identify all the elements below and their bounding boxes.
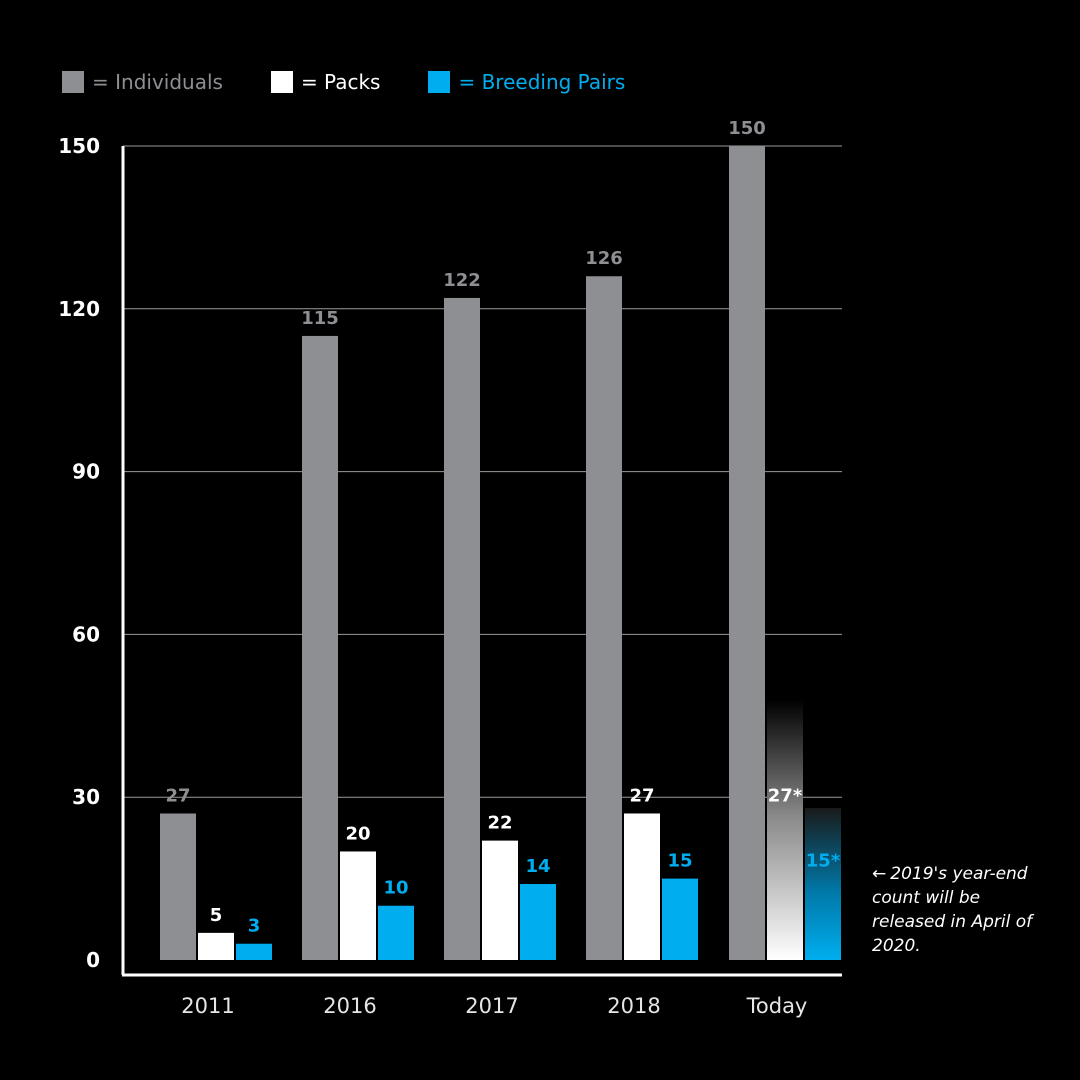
bar-breeding-pairs-2016 [378, 905, 414, 960]
bar-breeding-pairs-2018 [662, 878, 698, 960]
legend-swatch-breeding-pairs [428, 71, 451, 93]
data-label-breeding-pairs-2017: 14 [525, 856, 550, 877]
legend-label-packs: = Packs [300, 70, 381, 94]
data-label-individuals-2016: 115 [301, 308, 339, 329]
legend-item-breeding-pairs: = Breeding Pairs [428, 70, 625, 94]
bar-individuals-2018 [586, 276, 622, 960]
data-label-individuals-2018: 126 [585, 248, 623, 269]
y-tick-label-0: 0 [86, 948, 100, 972]
footnote-text: 2019's year-end count will be released i… [872, 864, 1033, 956]
bar-packs-today [767, 699, 803, 960]
bar-individuals-2011 [160, 813, 196, 960]
x-tick-label-2017: 2017 [465, 994, 518, 1018]
bar-packs-2016 [340, 851, 376, 960]
data-label-breeding-pairs-2018: 15 [667, 851, 692, 872]
data-label-individuals-today: 150 [728, 118, 766, 139]
bar-packs-2017 [482, 840, 518, 960]
data-label-packs-2011: 5 [210, 905, 223, 926]
legend-swatch-individuals [62, 71, 84, 93]
x-tick-label-2011: 2011 [181, 994, 234, 1018]
x-tick-label-2018: 2018 [607, 994, 660, 1018]
bar-breeding-pairs-2011 [236, 943, 272, 960]
bar-individuals-today [729, 146, 765, 960]
legend-swatch-packs [270, 71, 293, 93]
data-label-packs-2018: 27 [629, 785, 654, 806]
data-label-individuals-2011: 27 [165, 785, 190, 806]
arrow-left-icon: ← [872, 864, 887, 884]
data-label-individuals-2017: 122 [443, 270, 481, 291]
data-label-packs-today: 27* [768, 785, 803, 806]
bar-individuals-2017 [444, 297, 480, 960]
bar-breeding-pairs-today [805, 808, 841, 960]
legend-label-individuals: = Individuals [92, 70, 223, 94]
y-tick-label-90: 90 [72, 460, 100, 484]
bar-breeding-pairs-2017 [520, 884, 556, 960]
y-tick-label-120: 120 [58, 297, 100, 321]
legend-item-individuals: = Individuals [62, 70, 223, 94]
bar-packs-2018 [624, 813, 660, 960]
y-tick-label-60: 60 [72, 622, 100, 646]
y-tick-label-150: 150 [58, 134, 100, 158]
legend-label-breeding-pairs: = Breeding Pairs [458, 70, 626, 94]
data-label-packs-2016: 20 [345, 823, 370, 844]
data-label-breeding-pairs-today: 15* [806, 851, 841, 872]
x-tick-label-today: Today [746, 994, 808, 1018]
bar-packs-2011 [198, 932, 234, 960]
y-tick-label-30: 30 [72, 785, 100, 809]
data-label-breeding-pairs-2016: 10 [383, 878, 408, 899]
x-tick-label-2016: 2016 [323, 994, 376, 1018]
chart-legend: = Individuals = Packs = Breeding Pairs [62, 70, 673, 94]
data-label-breeding-pairs-2011: 3 [248, 916, 261, 937]
footnote: ← 2019's year-end count will be released … [872, 862, 1042, 958]
bar-individuals-2016 [302, 335, 338, 960]
data-label-packs-2017: 22 [487, 813, 512, 834]
legend-item-packs: = Packs [270, 70, 381, 94]
